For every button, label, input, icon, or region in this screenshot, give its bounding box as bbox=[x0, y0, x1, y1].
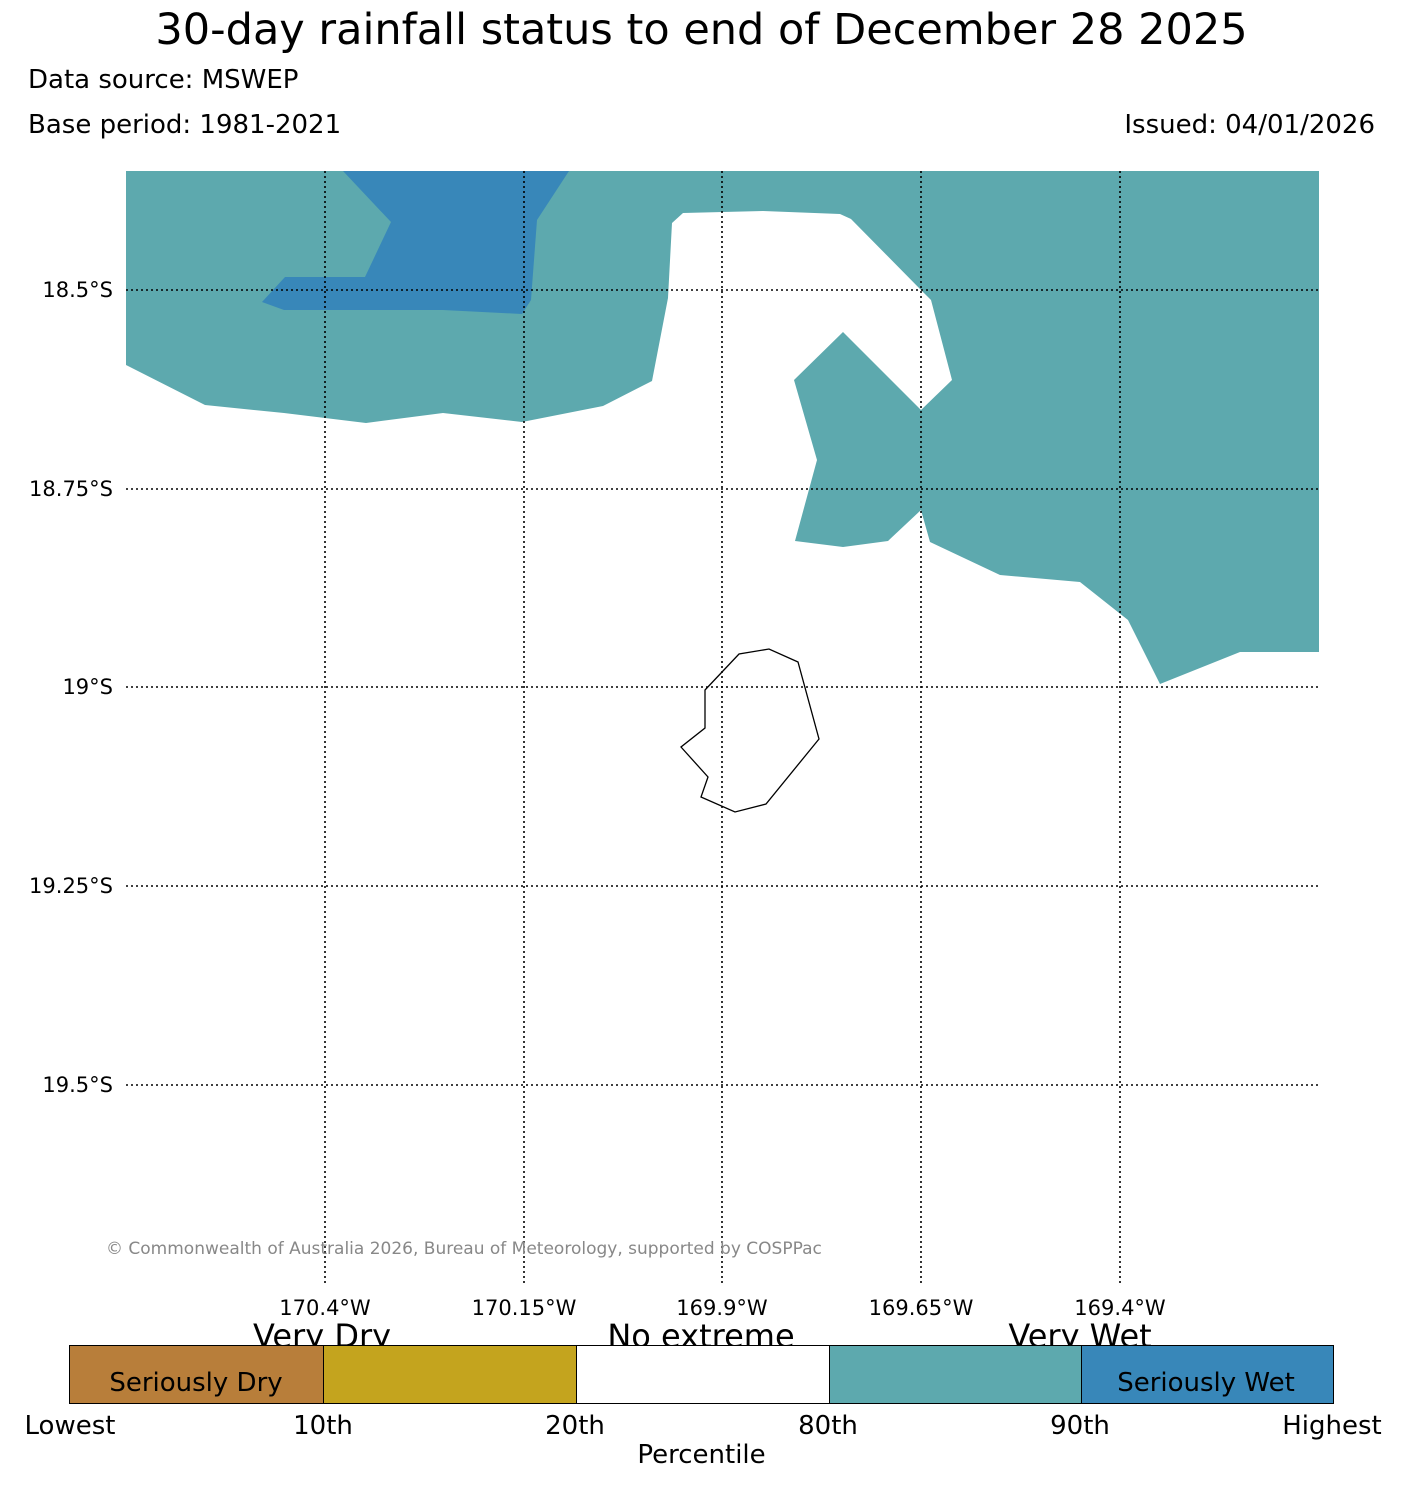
legend-label-seriously-wet: Seriously Wet bbox=[1117, 1368, 1295, 1398]
lon-label: 170.15°W bbox=[471, 1296, 577, 1320]
data-source-label: Data source: MSWEP bbox=[28, 65, 299, 95]
page-title: 30-day rainfall status to end of Decembe… bbox=[155, 5, 1248, 55]
lon-label: 169.9°W bbox=[676, 1296, 768, 1320]
legend-tick: 20th bbox=[545, 1411, 605, 1441]
lat-label: 18.75°S bbox=[29, 477, 113, 501]
legend-swatch-very-wet bbox=[829, 1345, 1081, 1403]
legend-swatch-no-extreme bbox=[576, 1345, 829, 1403]
copyright-notice: © Commonwealth of Australia 2026, Bureau… bbox=[106, 1239, 822, 1259]
legend-label-seriously-dry: Seriously Dry bbox=[109, 1368, 283, 1398]
legend-swatch-seriously-dry bbox=[69, 1345, 323, 1403]
lat-label: 19°S bbox=[62, 675, 113, 699]
lat-label: 19.5°S bbox=[42, 1073, 113, 1097]
lon-label: 169.65°W bbox=[868, 1296, 974, 1320]
legend-tick: Highest bbox=[1282, 1411, 1382, 1441]
issued-date-label: Issued: 04/01/2026 bbox=[1124, 110, 1375, 140]
legend-tick: 90th bbox=[1050, 1411, 1110, 1441]
legend-tick: 10th bbox=[293, 1411, 353, 1441]
legend-swatch-very-dry bbox=[323, 1345, 576, 1403]
legend-tick: Lowest bbox=[24, 1411, 116, 1441]
lon-label: 170.4°W bbox=[279, 1296, 371, 1320]
island-outline bbox=[680, 648, 820, 813]
legend-colorbar bbox=[69, 1345, 1334, 1404]
rainfall-map bbox=[126, 171, 1319, 1285]
legend-axis-label: Percentile bbox=[637, 1440, 766, 1470]
legend-swatch-seriously-wet bbox=[1081, 1345, 1334, 1403]
base-period-label: Base period: 1981-2021 bbox=[28, 110, 342, 140]
lat-label: 18.5°S bbox=[42, 278, 113, 302]
gridlines bbox=[126, 171, 1319, 1285]
lon-label: 169.4°W bbox=[1074, 1296, 1166, 1320]
seriously-wet-region bbox=[262, 171, 569, 314]
legend-tick: 80th bbox=[798, 1411, 858, 1441]
lat-label: 19.25°S bbox=[29, 874, 113, 898]
